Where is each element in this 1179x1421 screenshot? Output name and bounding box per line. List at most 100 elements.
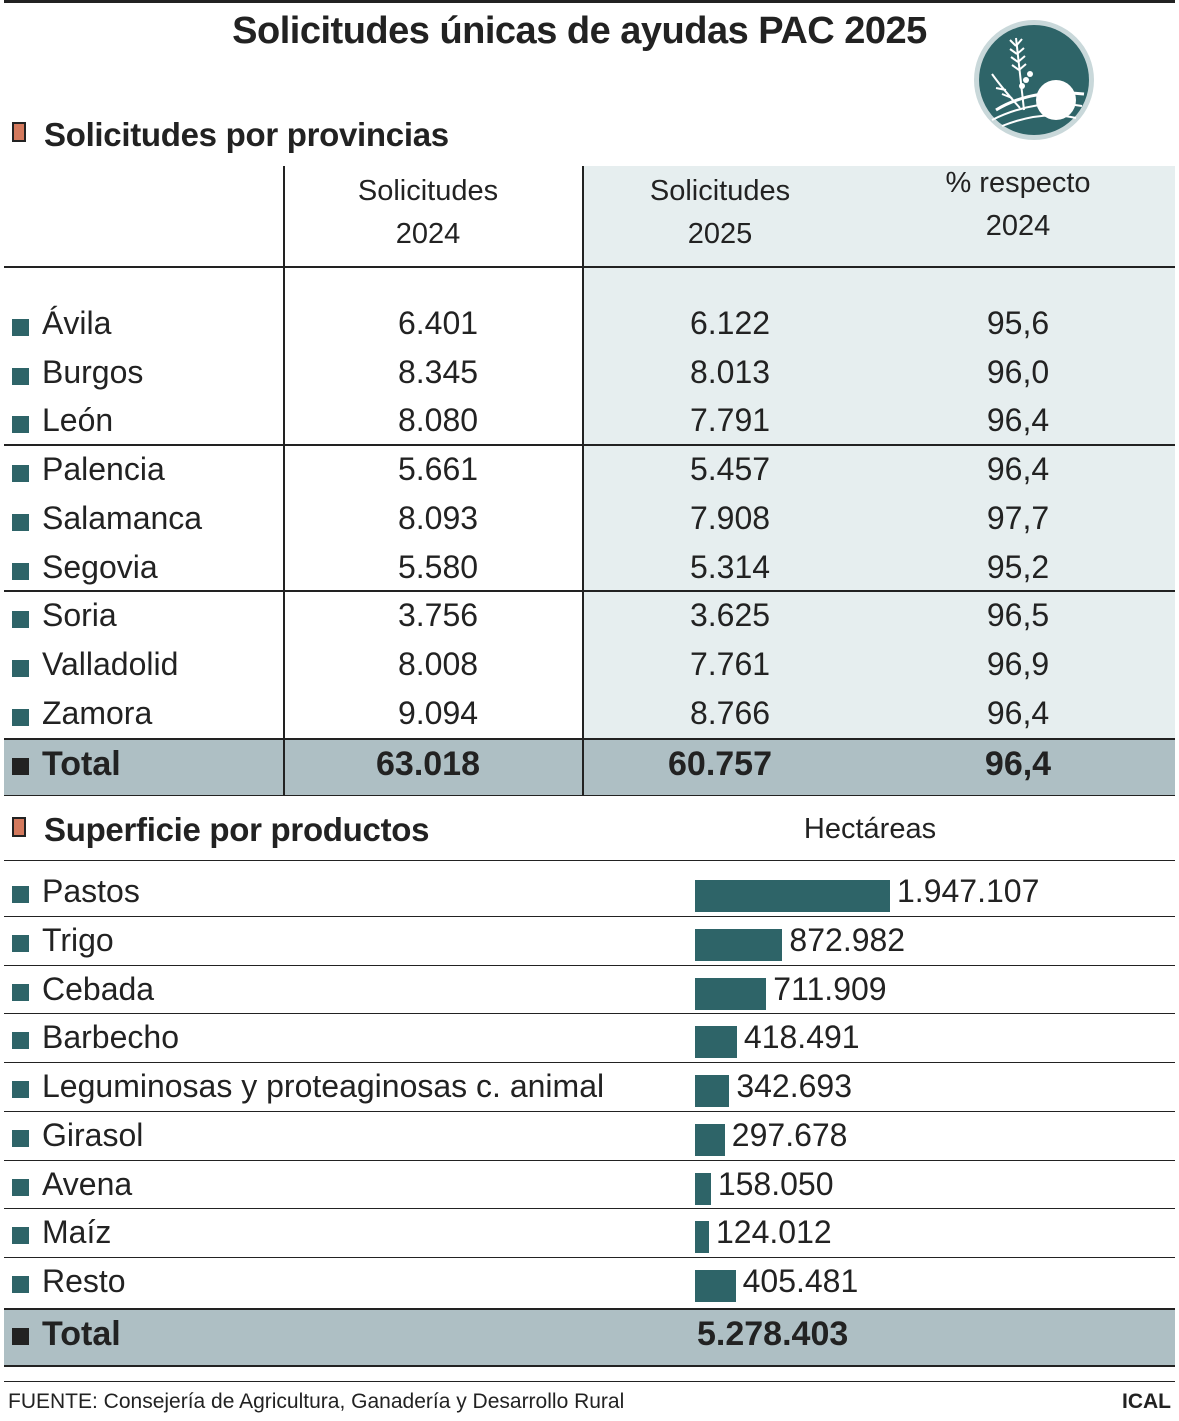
category-label: Avena bbox=[42, 1165, 133, 1202]
value-2024: 3.756 bbox=[397, 597, 479, 633]
bullet-icon bbox=[12, 886, 29, 903]
bar-row: Leguminosas y proteaginosas c. animal 342… bbox=[0, 1065, 1179, 1114]
value-pct: 96,4 bbox=[986, 402, 1050, 438]
bullet-icon bbox=[12, 1081, 29, 1098]
bullet-icon bbox=[12, 1328, 29, 1345]
shaded-columns bbox=[583, 166, 1175, 740]
data-label: 872.982 bbox=[789, 921, 906, 958]
column-header-2025: Solicitudes 2025 bbox=[649, 175, 791, 250]
bar bbox=[695, 1172, 711, 1205]
credit: ICAL bbox=[1122, 1390, 1171, 1413]
bullet-icon bbox=[12, 319, 29, 336]
row-separator bbox=[4, 1062, 1175, 1063]
data-label: 1.947.107 bbox=[897, 873, 1040, 909]
bullet-icon bbox=[12, 1227, 29, 1245]
section-title: Solicitudes por provincias bbox=[44, 116, 449, 153]
province-name: Soria bbox=[42, 597, 117, 633]
bullet-icon bbox=[12, 368, 29, 385]
province-name: Burgos bbox=[42, 354, 144, 390]
section-heading-productos: Superficie por productos bbox=[10, 811, 429, 849]
bar bbox=[695, 1075, 730, 1107]
bullet-icon bbox=[12, 983, 29, 1001]
top-rule bbox=[4, 0, 1175, 3]
total-pct: 96,4 bbox=[984, 745, 1052, 783]
total-rule bbox=[4, 794, 1175, 796]
bullet-icon bbox=[12, 1276, 29, 1293]
value-2024: 5.661 bbox=[397, 451, 479, 487]
bullet-icon bbox=[12, 1032, 29, 1050]
total-row: Total 5.278.403 bbox=[0, 1310, 1179, 1365]
value-2025: 7.761 bbox=[689, 646, 771, 682]
bar bbox=[695, 977, 767, 1010]
total-hectares: 5.278.403 bbox=[697, 1315, 849, 1353]
total-band bbox=[4, 1310, 1175, 1365]
value-2025: 7.908 bbox=[689, 500, 771, 536]
total-band bbox=[4, 740, 1175, 795]
bullet-icon bbox=[12, 611, 29, 628]
value-pct: 95,6 bbox=[986, 305, 1050, 341]
column-divider bbox=[582, 166, 584, 795]
value-2024: 8.345 bbox=[397, 354, 479, 390]
bar-row: Resto 405.481 bbox=[0, 1260, 1179, 1309]
data-label: 711.909 bbox=[773, 970, 887, 1007]
section-marker-icon bbox=[10, 120, 38, 150]
total-rule bbox=[4, 1365, 1175, 1367]
value-pct: 96,0 bbox=[986, 354, 1050, 390]
table-row: Burgos 8.345 8.013 96,0 bbox=[0, 350, 1179, 399]
table-row: León 8.080 7.791 96,4 bbox=[0, 398, 1179, 447]
value-2025: 7.791 bbox=[689, 402, 771, 438]
column-header-pct: % respecto 2024 bbox=[945, 167, 1091, 242]
column-divider bbox=[283, 740, 285, 795]
header-rule bbox=[4, 266, 1175, 268]
total-rule bbox=[4, 1308, 1175, 1310]
data-label: 405.481 bbox=[742, 1263, 859, 1299]
row-separator bbox=[4, 1111, 1175, 1112]
table-row: Segovia 5.580 5.314 95,2 bbox=[0, 545, 1179, 594]
value-2025: 5.314 bbox=[689, 549, 771, 585]
category-label: Leguminosas y proteaginosas c. animal bbox=[42, 1068, 605, 1104]
bar-row: Avena 158.050 bbox=[0, 1163, 1179, 1212]
bar-row: Barbecho 418.491 bbox=[0, 1016, 1179, 1065]
value-2024: 8.093 bbox=[397, 500, 479, 536]
row-separator bbox=[4, 860, 1175, 861]
bullet-icon bbox=[12, 934, 29, 952]
value-2025: 8.013 bbox=[689, 354, 771, 390]
bar-row: Cebada 711.909 bbox=[0, 968, 1179, 1017]
bullet-icon bbox=[12, 416, 29, 433]
footer-rule bbox=[4, 1381, 1175, 1382]
value-pct: 97,7 bbox=[986, 500, 1050, 536]
bar-row: Girasol 297.678 bbox=[0, 1114, 1179, 1163]
bullet-icon bbox=[12, 709, 29, 726]
row-separator bbox=[4, 1208, 1175, 1209]
value-pct: 96,4 bbox=[986, 695, 1050, 731]
bullet-icon bbox=[12, 1178, 29, 1196]
category-label: Resto bbox=[42, 1263, 126, 1299]
data-label: 124.012 bbox=[716, 1214, 832, 1251]
row-separator bbox=[4, 1013, 1175, 1014]
bar-row: Trigo 872.982 bbox=[0, 919, 1179, 968]
value-pct: 96,4 bbox=[986, 451, 1050, 487]
total-row: Total 63.018 60.757 96,4 bbox=[0, 740, 1179, 795]
row-separator bbox=[4, 1257, 1175, 1258]
value-2025: 3.625 bbox=[689, 597, 771, 633]
province-name: Palencia bbox=[42, 451, 165, 487]
bullet-icon bbox=[12, 1129, 29, 1147]
bar-row: Maíz 124.012 bbox=[0, 1211, 1179, 1260]
column-divider bbox=[283, 166, 285, 795]
total-2024: 63.018 bbox=[376, 745, 480, 783]
column-header-2024: Solicitudes 2024 bbox=[357, 175, 499, 250]
value-2024: 8.080 bbox=[397, 402, 479, 438]
column-divider bbox=[582, 740, 584, 795]
group-rule bbox=[4, 444, 1175, 446]
bullet-icon bbox=[12, 514, 29, 531]
category-label: Cebada bbox=[42, 970, 155, 1007]
data-label: 418.491 bbox=[743, 1019, 860, 1056]
row-separator bbox=[4, 1160, 1175, 1161]
category-label: Maíz bbox=[42, 1214, 112, 1251]
bar bbox=[695, 1221, 709, 1254]
value-2025: 6.122 bbox=[689, 305, 771, 341]
data-label: 158.050 bbox=[717, 1165, 834, 1202]
row-separator bbox=[4, 916, 1175, 917]
value-2025: 5.457 bbox=[689, 451, 771, 487]
page-title: Solicitudes únicas de ayudas PAC 2025 bbox=[232, 10, 927, 52]
